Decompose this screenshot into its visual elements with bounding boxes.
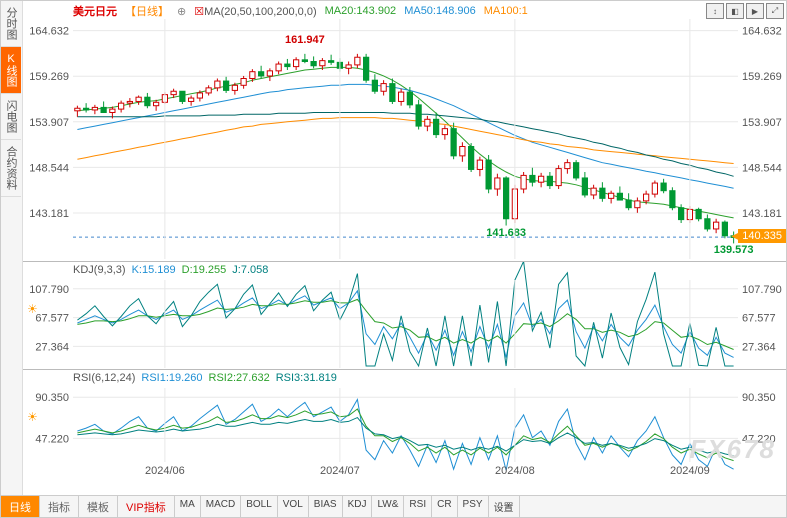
indicator-tab[interactable]: RSI bbox=[404, 496, 432, 517]
indicator-tab[interactable]: MA bbox=[175, 496, 201, 517]
ma50-label: MA50:148.906 bbox=[404, 5, 476, 17]
main-price-panel[interactable]: 164.632 164.632 159.269 159.269 153.907 153.9… bbox=[23, 1, 786, 261]
kdj-chart-svg: 107.790 107.790 67.577 67.577 27.364 27.364 bbox=[23, 262, 787, 370]
zoom-icon[interactable]: ⊕ bbox=[177, 5, 186, 18]
rsi1-label: RSI1:19.260 bbox=[141, 372, 202, 384]
svg-text:143.181: 143.181 bbox=[29, 208, 69, 220]
price-arrow: ◀ bbox=[731, 227, 742, 244]
svg-text:90.350: 90.350 bbox=[35, 392, 69, 404]
svg-text:2024/08: 2024/08 bbox=[495, 465, 535, 477]
indicator-tab[interactable]: VOL bbox=[278, 496, 309, 517]
toolbar-icon[interactable]: ▶ bbox=[746, 3, 764, 19]
current-price-tag: 140.335 bbox=[738, 229, 786, 243]
svg-text:148.544: 148.544 bbox=[29, 162, 69, 174]
indicator-tab[interactable]: CR bbox=[432, 496, 457, 517]
kdj-title[interactable]: KDJ(9,3,3) bbox=[73, 264, 126, 276]
svg-text:164.632: 164.632 bbox=[742, 26, 782, 38]
svg-text:27.364: 27.364 bbox=[742, 341, 776, 353]
svg-text:90.350: 90.350 bbox=[742, 392, 776, 404]
rsi-header: RSI(6,12,24) RSI1:19.260 RSI2:27.632 RSI… bbox=[73, 372, 337, 384]
rsi3-label: RSI3:31.819 bbox=[276, 372, 337, 384]
chart-header: 美元日元 【日线】 ⊕ ☒MA(20,50,100,200,0,0) MA20:… bbox=[73, 3, 528, 19]
toolbar-icon[interactable]: ⤢ bbox=[766, 3, 784, 19]
svg-text:107.790: 107.790 bbox=[742, 284, 782, 296]
ma100-label: MA100:1 bbox=[484, 5, 528, 17]
kdj-k-label: K:15.189 bbox=[132, 264, 176, 276]
svg-text:153.907: 153.907 bbox=[742, 117, 782, 129]
top-toolbar: ↕◧▶⤢ bbox=[706, 3, 784, 19]
indicator-tab[interactable]: BOLL bbox=[241, 496, 278, 517]
svg-text:139.573: 139.573 bbox=[714, 244, 754, 256]
kdj-header: KDJ(9,3,3) K:15.189 D:19.255 J:7.058 bbox=[73, 264, 268, 276]
svg-text:67.577: 67.577 bbox=[742, 313, 776, 325]
kdj-panel[interactable]: ☀ KDJ(9,3,3) K:15.189 D:19.255 J:7.058 1… bbox=[23, 261, 786, 369]
kdj-j-label: J:7.058 bbox=[232, 264, 268, 276]
svg-text:159.269: 159.269 bbox=[742, 71, 782, 83]
instrument-title: 美元日元 bbox=[73, 3, 117, 19]
svg-text:153.907: 153.907 bbox=[29, 117, 69, 129]
watermark: FX678 bbox=[689, 434, 776, 465]
group-tab[interactable]: 模板 bbox=[79, 496, 118, 517]
svg-text:2024/09: 2024/09 bbox=[670, 465, 710, 477]
svg-text:164.632: 164.632 bbox=[29, 26, 69, 38]
vip-tab[interactable]: VIP指标 bbox=[118, 496, 175, 517]
sidebar-tab[interactable]: 分时图 bbox=[1, 1, 21, 47]
rsi-chart-svg: 90.35090.35047.22047.2202024/062024/0720… bbox=[23, 370, 787, 478]
svg-text:107.790: 107.790 bbox=[29, 284, 69, 296]
indicator-tab[interactable]: 设置 bbox=[489, 496, 520, 517]
indicator-tab[interactable]: KDJ bbox=[343, 496, 373, 517]
toolbar-icon[interactable]: ◧ bbox=[726, 3, 744, 19]
chart-area: 美元日元 【日线】 ⊕ ☒MA(20,50,100,200,0,0) MA20:… bbox=[23, 1, 786, 495]
sidebar-tab[interactable]: 闪电图 bbox=[1, 94, 21, 140]
indicator-tab[interactable]: MACD bbox=[201, 496, 241, 517]
bottom-toolbar: 日线指标模板VIP指标MAMACDBOLLVOLBIASKDJLW&RSICRP… bbox=[1, 495, 786, 517]
ma20-label: MA20:143.902 bbox=[325, 5, 397, 17]
indicator-tab[interactable]: BIAS bbox=[309, 496, 343, 517]
kdj-d-label: D:19.255 bbox=[182, 264, 227, 276]
rsi-panel[interactable]: ☀ RSI(6,12,24) RSI1:19.260 RSI2:27.632 R… bbox=[23, 369, 786, 477]
indicator-tab[interactable]: PSY bbox=[458, 496, 489, 517]
chart-container: 分时图K线图闪电图合约资料 ↕◧▶⤢ 美元日元 【日线】 ⊕ ☒MA(20,50… bbox=[0, 0, 787, 518]
timeframe-label: 【日线】 bbox=[125, 3, 169, 19]
timeframe-tab[interactable]: 日线 bbox=[1, 496, 40, 517]
left-sidebar: 分时图K线图闪电图合约资料 bbox=[1, 1, 23, 495]
svg-text:159.269: 159.269 bbox=[29, 71, 69, 83]
svg-text:143.181: 143.181 bbox=[742, 208, 782, 220]
rsi2-label: RSI2:27.632 bbox=[209, 372, 270, 384]
sidebar-tab[interactable]: K线图 bbox=[1, 47, 21, 94]
svg-text:47.220: 47.220 bbox=[35, 433, 69, 445]
svg-text:67.577: 67.577 bbox=[35, 313, 69, 325]
rsi-title[interactable]: RSI(6,12,24) bbox=[73, 372, 135, 384]
group-tab[interactable]: 指标 bbox=[40, 496, 79, 517]
svg-text:27.364: 27.364 bbox=[35, 341, 69, 353]
toolbar-icon[interactable]: ↕ bbox=[706, 3, 724, 19]
sidebar-tab[interactable]: 合约资料 bbox=[1, 140, 21, 197]
svg-text:2024/07: 2024/07 bbox=[320, 465, 360, 477]
main-chart-svg: 164.632 164.632 159.269 159.269 153.907 153.9… bbox=[23, 1, 787, 261]
svg-text:2024/06: 2024/06 bbox=[145, 465, 185, 477]
svg-text:161.947: 161.947 bbox=[285, 34, 325, 46]
indicator-tab[interactable]: LW& bbox=[372, 496, 404, 517]
svg-text:141.683: 141.683 bbox=[486, 227, 526, 239]
ma-params[interactable]: ☒MA(20,50,100,200,0,0) bbox=[194, 5, 316, 18]
svg-text:148.544: 148.544 bbox=[742, 162, 782, 174]
